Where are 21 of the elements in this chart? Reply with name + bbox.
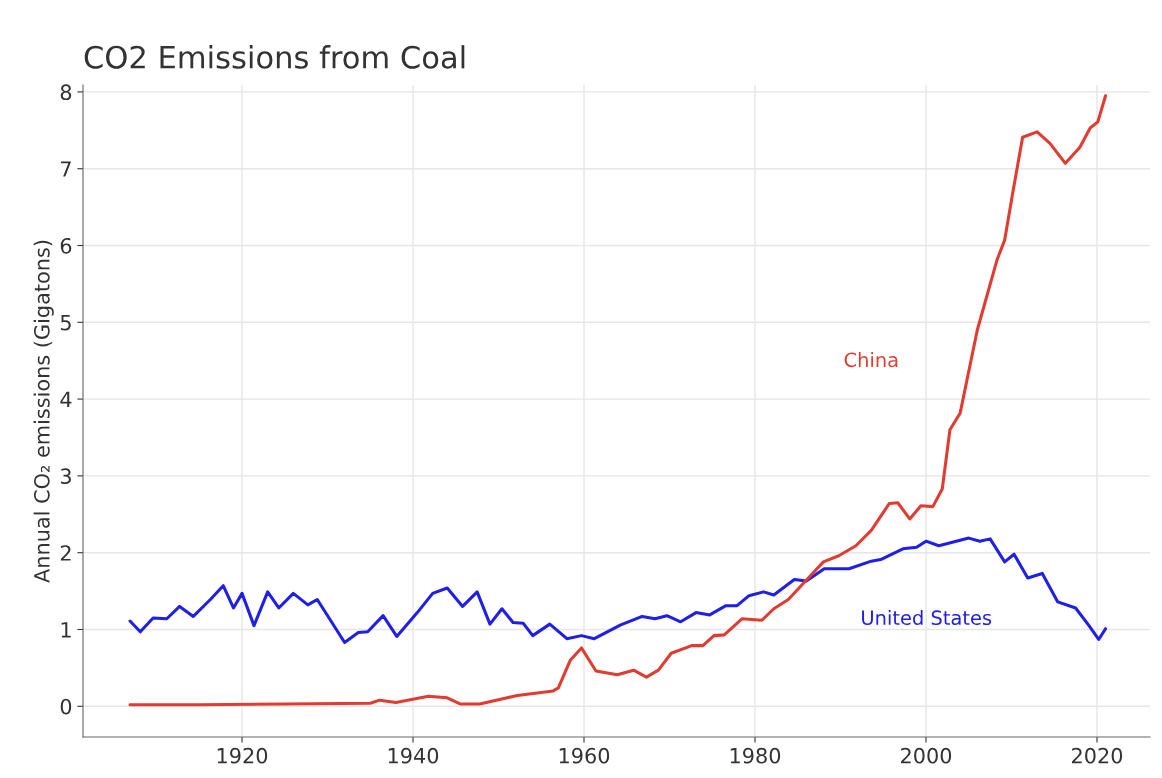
y-tick-label: 2 bbox=[60, 545, 71, 561]
y-tick-label: 8 bbox=[60, 84, 72, 101]
x-tick-label: 1920 bbox=[217, 747, 268, 764]
y-axis-title: Annual CO₂ emissions (Gigatons) bbox=[33, 240, 54, 583]
text: United States bbox=[862, 610, 992, 626]
line-series bbox=[128, 94, 1108, 707]
x-tick-label: 1940 bbox=[388, 747, 439, 764]
line-series bbox=[128, 536, 1108, 645]
chart-title: CO2 Emissions from Coal bbox=[84, 45, 465, 69]
y-tick-label: 4 bbox=[60, 391, 72, 408]
y-tick-label: 3 bbox=[60, 468, 71, 485]
text: China bbox=[844, 352, 898, 368]
y-tick-label: 6 bbox=[60, 237, 72, 254]
y-tick-label: 7 bbox=[61, 161, 71, 177]
x-tick-label: 1960 bbox=[559, 747, 610, 764]
x-tick-label: 2020 bbox=[1072, 747, 1123, 764]
y-tick-label: 5 bbox=[60, 315, 71, 331]
x-tick-label: 2000 bbox=[901, 747, 952, 764]
y-tick-label: 0 bbox=[60, 698, 72, 715]
x-tick-label: 1980 bbox=[730, 747, 781, 764]
y-tick-label: 1 bbox=[61, 622, 71, 638]
